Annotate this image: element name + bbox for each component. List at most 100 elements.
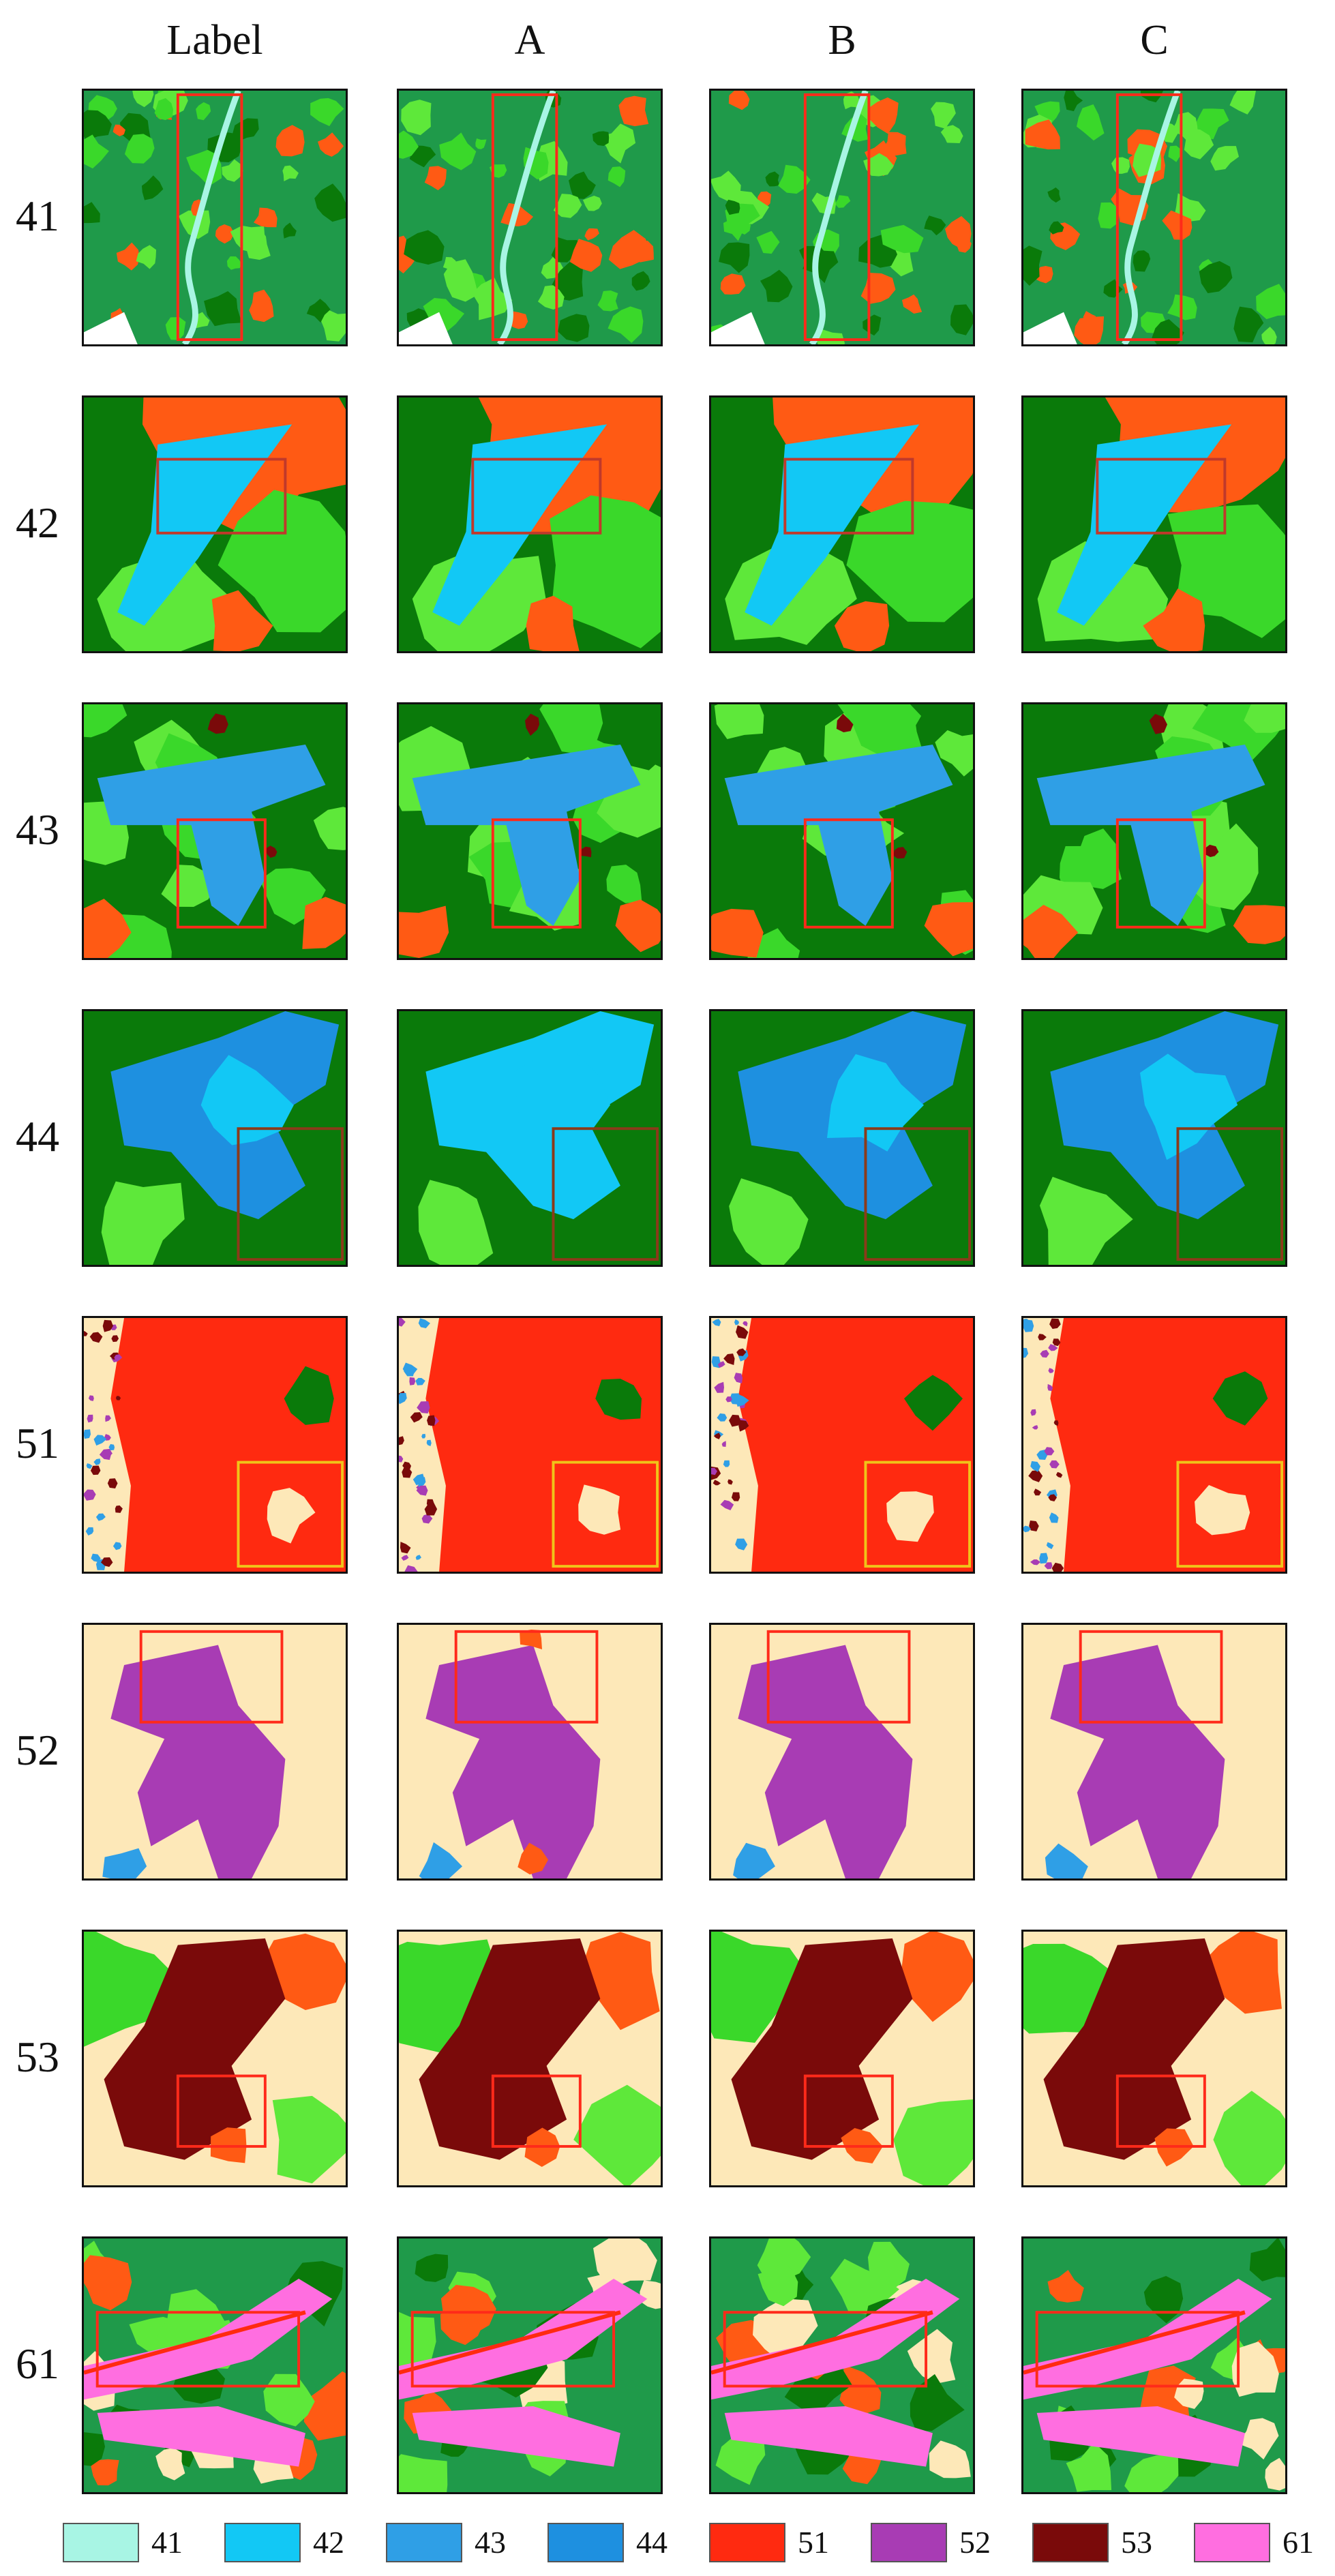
classification-map (711, 1318, 973, 1572)
classification-map (399, 2238, 661, 2492)
highlight-box (1115, 818, 1206, 929)
classification-map (399, 1932, 661, 2185)
highlight-box (766, 1630, 911, 1724)
highlight-box (803, 93, 871, 342)
highlight-box (864, 1461, 972, 1568)
classification-map (399, 704, 661, 958)
highlight-box (139, 1630, 284, 1724)
highlight-box (471, 458, 602, 535)
highlight-box (176, 818, 267, 929)
legend-swatch-43 (386, 2523, 462, 2562)
highlight-box (95, 2311, 301, 2388)
map-tile-52-label (82, 1623, 348, 1881)
legend-label-52: 52 (959, 2525, 991, 2560)
classification-map (84, 2238, 346, 2492)
map-tile-44-b (709, 1009, 975, 1267)
highlight-box (1035, 2311, 1240, 2388)
classification-map (399, 1318, 661, 1572)
highlight-box (1079, 1630, 1223, 1724)
row-label-42: 42 (16, 498, 59, 547)
legend-swatch-51 (709, 2523, 785, 2562)
map-tile-51-c (1021, 1316, 1287, 1574)
highlight-box (176, 93, 243, 342)
map-tile-41-label (82, 89, 348, 346)
legend-label-51: 51 (798, 2525, 829, 2560)
map-tile-42-a (397, 395, 663, 653)
map-tile-53-label (82, 1930, 348, 2187)
map-tile-44-c (1021, 1009, 1287, 1267)
map-tile-41-c (1021, 89, 1287, 346)
highlight-box (723, 2311, 928, 2388)
classification-map (711, 1625, 973, 1878)
highlight-box (176, 2074, 267, 2148)
map-tile-41-a (397, 89, 663, 346)
map-tile-43-b (709, 702, 975, 960)
map-tile-53-b (709, 1930, 975, 2187)
classification-map (84, 704, 346, 958)
map-tile-51-label (82, 1316, 348, 1574)
classification-map (711, 91, 973, 344)
classification-map (1023, 704, 1285, 958)
row-label-61: 61 (16, 2339, 59, 2388)
map-tile-44-label (82, 1009, 348, 1267)
highlight-box (1115, 93, 1183, 342)
row-label-43: 43 (16, 805, 59, 854)
highlight-box (237, 1127, 344, 1261)
map-tile-43-label (82, 702, 348, 960)
legend-label-41: 41 (151, 2525, 183, 2560)
highlight-box (1096, 458, 1227, 535)
map-tile-43-a (397, 702, 663, 960)
classification-map (84, 398, 346, 651)
highlight-box (864, 1127, 972, 1261)
row-label-52: 52 (16, 1726, 59, 1774)
classification-map (1023, 2238, 1285, 2492)
row-label-51: 51 (16, 1419, 59, 1467)
map-tile-43-c (1021, 702, 1287, 960)
map-tile-52-c (1021, 1623, 1287, 1881)
column-header-label: Label (166, 17, 263, 63)
map-tile-61-b (709, 2236, 975, 2494)
map-tile-61-a (397, 2236, 663, 2494)
classification-map (711, 1011, 973, 1265)
highlight-box (803, 818, 894, 929)
legend-swatch-41 (63, 2523, 139, 2562)
map-tile-44-a (397, 1009, 663, 1267)
highlight-box (156, 458, 287, 535)
highlight-box (237, 1461, 344, 1568)
legend-label-44: 44 (636, 2525, 668, 2560)
legend-swatch-52 (871, 2523, 947, 2562)
highlight-box (410, 2311, 616, 2388)
legend-label-53: 53 (1121, 2525, 1152, 2560)
classification-map (84, 1011, 346, 1265)
classification-map (399, 1011, 661, 1265)
highlight-box (491, 93, 558, 342)
classification-map (1023, 398, 1285, 651)
classification-map (1023, 1932, 1285, 2185)
classification-map (399, 1625, 661, 1878)
classification-map (1023, 91, 1285, 344)
map-tile-42-label (82, 395, 348, 653)
highlight-box (454, 1630, 599, 1724)
highlight-box (1176, 1461, 1284, 1568)
map-tile-42-b (709, 395, 975, 653)
map-tile-42-c (1021, 395, 1287, 653)
highlight-box (491, 2074, 582, 2148)
classification-map (711, 1932, 973, 2185)
map-tile-52-a (397, 1623, 663, 1881)
legend-label-61: 61 (1282, 2525, 1314, 2560)
column-header-a: A (514, 17, 545, 63)
highlight-box (1115, 2074, 1206, 2148)
row-label-53: 53 (16, 2033, 59, 2081)
classification-map (711, 398, 973, 651)
column-header-b: B (828, 17, 856, 63)
legend-swatch-42 (224, 2523, 301, 2562)
column-header-c: C (1140, 17, 1169, 63)
map-tile-52-b (709, 1623, 975, 1881)
classification-map (399, 91, 661, 344)
map-tile-61-label (82, 2236, 348, 2494)
highlight-box (783, 458, 914, 535)
classification-map (84, 1932, 346, 2185)
highlight-box (803, 2074, 894, 2148)
map-tile-41-b (709, 89, 975, 346)
classification-map (1023, 1011, 1285, 1265)
